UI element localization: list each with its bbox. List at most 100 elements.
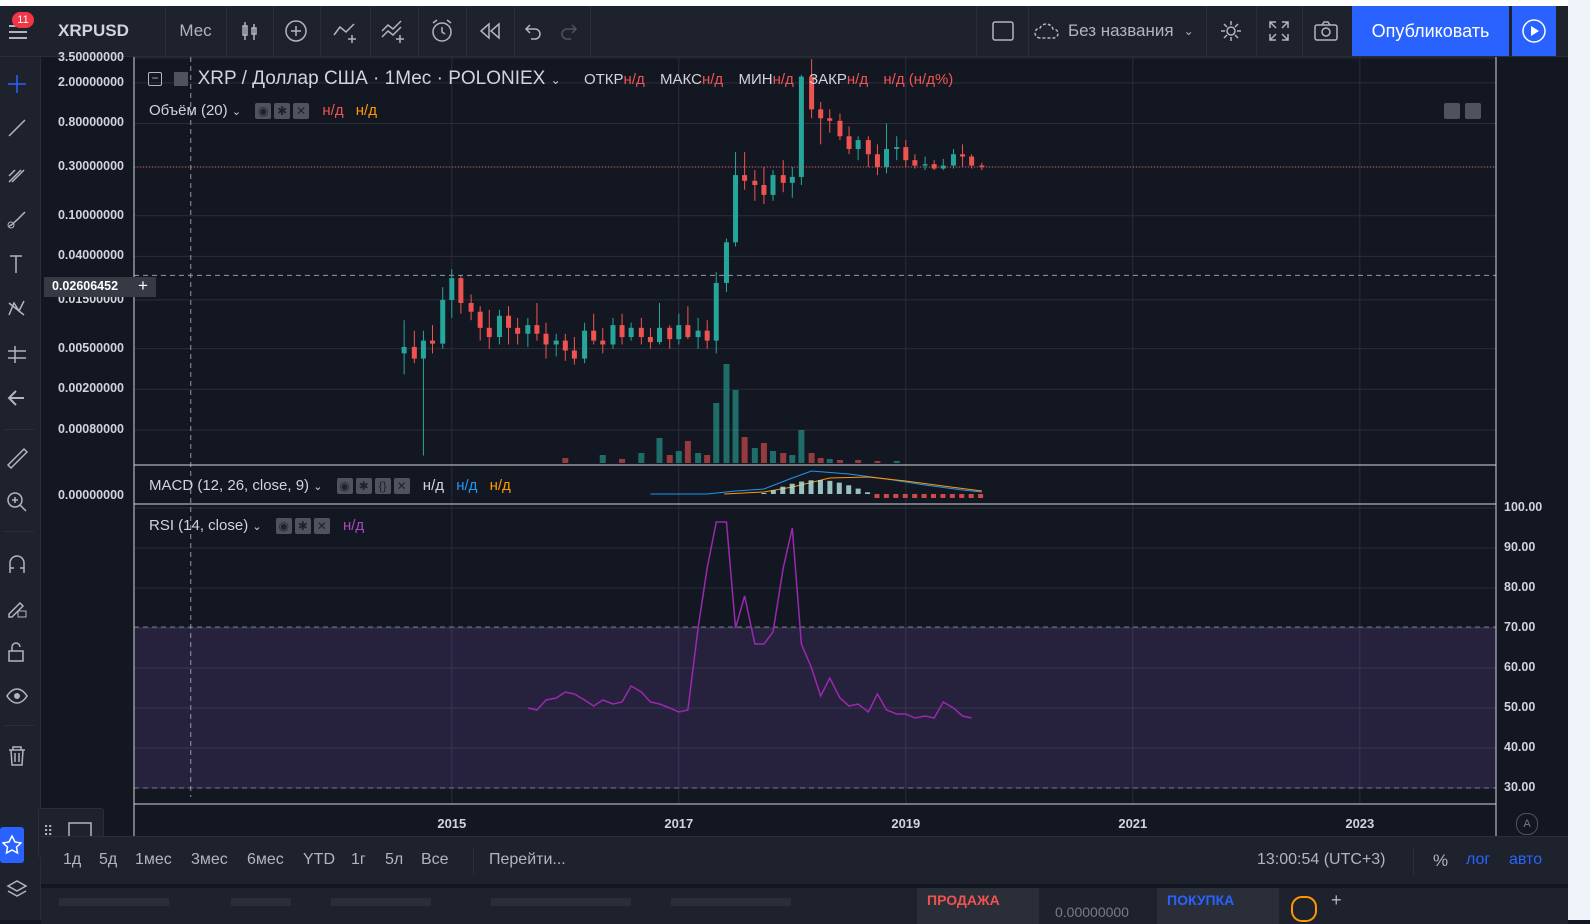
remove-drawings-tool[interactable]: [0, 739, 34, 773]
close-icon[interactable]: ✕: [313, 518, 330, 535]
alert-button[interactable]: [420, 12, 464, 50]
drag-handle-icon[interactable]: ⠿: [43, 823, 54, 839]
candles: [401, 59, 985, 456]
candle-47: [846, 126, 852, 155]
replay-play-button[interactable]: [1512, 6, 1556, 56]
trash-icon: [9, 746, 25, 766]
redo-button[interactable]: [552, 12, 586, 50]
ruler-tool[interactable]: [0, 441, 34, 475]
pane-collapse-icon[interactable]: [1444, 103, 1460, 119]
chart-type-button[interactable]: [230, 12, 270, 50]
auto-toggle[interactable]: авто: [1509, 851, 1543, 868]
lock-tool[interactable]: [0, 635, 34, 669]
candle-35: [733, 152, 739, 247]
candle-39: [770, 170, 776, 201]
rsi-tick-5: 50.00: [1504, 700, 1536, 714]
pattern-tool[interactable]: [0, 291, 34, 325]
range-button-4[interactable]: 6мес: [247, 851, 284, 868]
candle-27: [657, 302, 663, 345]
eye-icon[interactable]: ◉: [336, 478, 353, 495]
gear-icon[interactable]: ✱: [294, 518, 311, 535]
layout-select-button[interactable]: [982, 12, 1024, 50]
text-tool[interactable]: [0, 247, 34, 281]
clock-display[interactable]: 13:00:54 (UTC+3): [1257, 851, 1386, 868]
eye-icon[interactable]: ◉: [275, 518, 292, 535]
range-button-1[interactable]: 5д: [99, 851, 118, 868]
favorites-tool[interactable]: [0, 827, 24, 863]
buy-button[interactable]: ПОКУПКА: [1157, 888, 1279, 924]
trendline-tool[interactable]: [0, 111, 34, 145]
pattern-icon: [8, 300, 25, 316]
undo-button[interactable]: [516, 12, 550, 50]
gear-icon[interactable]: ✱: [274, 103, 291, 120]
macd-hist-bar-2: [780, 486, 786, 494]
candle-37: [752, 170, 758, 201]
trendline-icon: [8, 119, 26, 137]
symbol-title[interactable]: XRP / Доллар США · 1Мес · POLONIEX: [197, 68, 546, 89]
close-icon[interactable]: ✕: [393, 478, 410, 495]
indicators-button[interactable]: [324, 12, 368, 50]
collapse-icon[interactable]: −: [148, 71, 162, 86]
panel-tab-4[interactable]: [491, 898, 631, 906]
magnet-tool[interactable]: [0, 547, 34, 581]
log-toggle[interactable]: лог: [1466, 851, 1491, 868]
auto-scale-icon[interactable]: A: [1516, 813, 1538, 835]
object-tree-tool[interactable]: [0, 872, 34, 906]
range-button-6[interactable]: 1г: [351, 851, 366, 868]
source-code-icon[interactable]: {}: [374, 478, 391, 495]
rsi-title[interactable]: RSI (14, close): [149, 517, 249, 534]
add-plus-icon[interactable]: +: [138, 276, 148, 295]
range-button-5[interactable]: YTD: [303, 851, 335, 868]
gear-icon[interactable]: ✱: [355, 478, 372, 495]
plus-icon[interactable]: +: [1331, 890, 1342, 910]
publish-button[interactable]: Опубликовать: [1352, 6, 1509, 56]
range-button-3[interactable]: 3мес: [191, 851, 228, 868]
macd-hist-bar-8: [836, 482, 842, 494]
volume-title[interactable]: Объём (20): [149, 102, 228, 119]
chevron-down-icon[interactable]: ⌄: [313, 481, 323, 493]
close-icon[interactable]: ✕: [293, 103, 310, 120]
zoom-tool[interactable]: [0, 485, 34, 519]
macd-hist-bar-11: [865, 492, 871, 494]
range-button-0[interactable]: 1д: [63, 851, 82, 868]
range-button-2[interactable]: 1мес: [135, 851, 172, 868]
back-tool[interactable]: [0, 381, 34, 415]
chevron-down-icon[interactable]: ⌄: [550, 73, 561, 87]
range-button-7[interactable]: 5л: [385, 851, 404, 868]
price-tick-7: 0.00500000: [57, 340, 124, 355]
panel-tab-3[interactable]: [331, 898, 431, 906]
goto-date-button[interactable]: Перейти...: [489, 851, 566, 868]
rsi-value: н/д: [342, 517, 365, 534]
chevron-down-icon[interactable]: ⌄: [252, 521, 262, 533]
settings-button[interactable]: [1210, 12, 1252, 50]
candle-21: [600, 327, 606, 354]
warning-icon[interactable]: [1291, 896, 1317, 922]
crosshair-price-value: 0.02606452: [52, 279, 119, 293]
sell-button[interactable]: ПРОДАЖА: [917, 888, 1039, 924]
eye-icon[interactable]: ◉: [255, 103, 272, 120]
measure-position-tool[interactable]: [0, 337, 34, 371]
panel-tab-1[interactable]: [59, 898, 169, 906]
layout-name-button[interactable]: Без названия ⌄: [1032, 12, 1202, 50]
panel-tab-2[interactable]: [231, 898, 291, 906]
volume-bar-10: [713, 403, 720, 463]
compare-button[interactable]: [276, 12, 316, 50]
hide-drawings-tool[interactable]: [0, 679, 34, 713]
chevron-down-icon[interactable]: ⌄: [231, 106, 242, 118]
brush-tool[interactable]: [0, 203, 34, 237]
stay-drawing-tool[interactable]: [0, 591, 34, 625]
percent-toggle[interactable]: %: [1433, 851, 1449, 870]
replay-button[interactable]: [468, 12, 512, 50]
pane-maximize-icon[interactable]: [1465, 103, 1481, 119]
range-button-8[interactable]: Все: [421, 851, 449, 868]
interval-button[interactable]: Мес: [179, 21, 212, 40]
panel-tab-5[interactable]: [671, 898, 791, 906]
symbol-search[interactable]: XRPUSD: [58, 21, 129, 40]
fib-tool[interactable]: [0, 157, 34, 191]
crosshair-tool[interactable]: [0, 67, 34, 101]
chart-canvas[interactable]: [0, 0, 1568, 836]
templates-button[interactable]: [372, 12, 416, 50]
fullscreen-button[interactable]: [1258, 12, 1300, 50]
screenshot-button[interactable]: [1304, 12, 1348, 50]
macd-title[interactable]: MACD (12, 26, close, 9): [149, 477, 310, 494]
